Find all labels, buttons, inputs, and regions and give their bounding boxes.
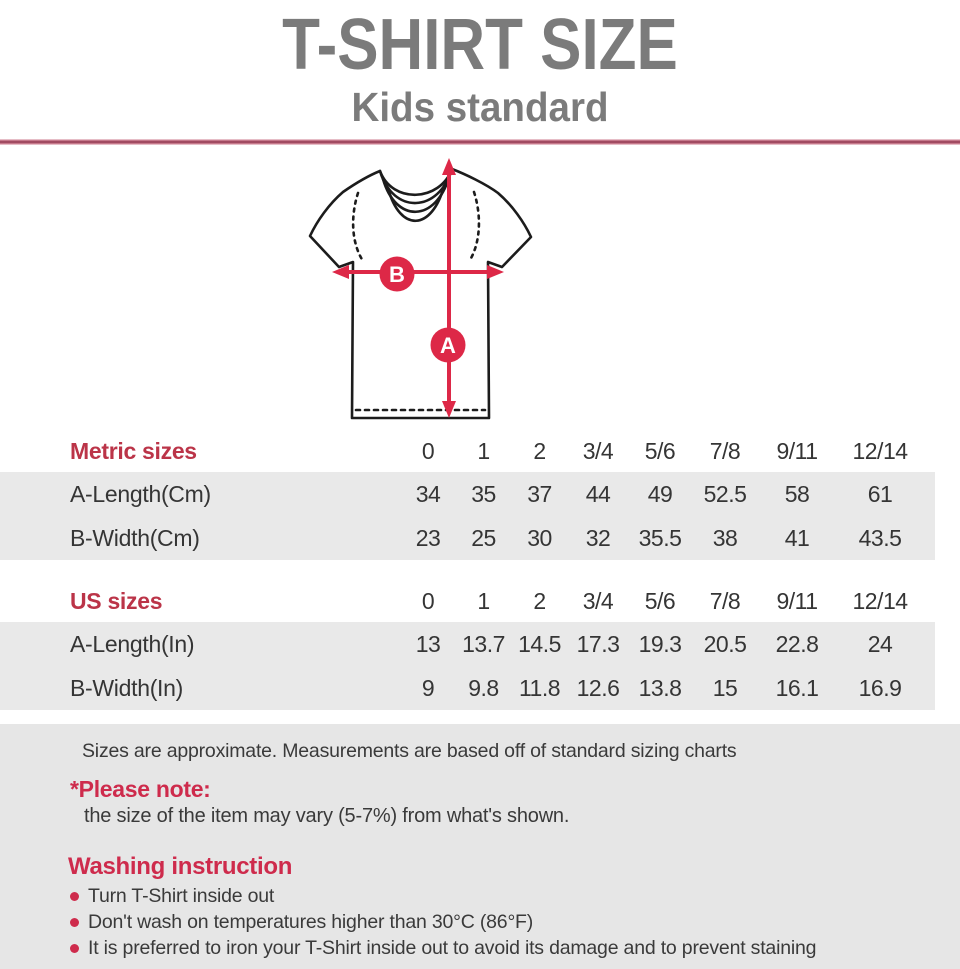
table-cell: 22.8: [775, 630, 819, 657]
washing-instruction-heading: Washing instruction: [68, 853, 293, 880]
washing-item: It is preferred to iron your T-Shirt ins…: [70, 938, 960, 959]
column-header: 1: [477, 437, 490, 464]
table-cell: 25: [471, 524, 496, 551]
table-cell: 35: [471, 480, 496, 507]
table-row-length-in: A-Length(In) 13 13.7 14.5 17.3 19.3 20.5…: [0, 622, 935, 666]
page-subtitle: Kids standard: [351, 83, 609, 130]
table-cell: 34: [415, 480, 441, 507]
table-cell: 14.5: [518, 630, 561, 657]
row-label: A-Length(In): [70, 630, 195, 657]
table-cell: 13: [415, 630, 441, 657]
table-row-length-cm: A-Length(Cm) 34 35 37 44 49 52.5 58 61: [0, 472, 935, 516]
washing-item-text: Turn T-Shirt inside out: [88, 885, 275, 907]
please-note-heading: *Please note:: [70, 776, 211, 802]
arrow-down-icon: [442, 401, 456, 418]
arrow-up-icon: [442, 158, 456, 175]
table-cell: 49: [647, 480, 673, 507]
please-note-text: the size of the item may vary (5-7%) fro…: [84, 805, 570, 827]
column-header: 5/6: [644, 587, 676, 614]
washing-item-text: Don't wash on temperatures higher than 3…: [88, 911, 534, 933]
table-cell: 43.5: [858, 524, 902, 551]
page-header: T-SHIRT SIZE Kids standard: [0, 5, 960, 131]
table-row-width-cm: B-Width(Cm) 23 25 30 32 35.5 38 41 43.5: [0, 516, 935, 560]
table-cell: 15: [712, 674, 738, 701]
page-title: T-SHIRT SIZE: [282, 5, 678, 85]
row-label: B-Width(In): [70, 674, 183, 701]
table-cell: 17.3: [576, 630, 620, 657]
table-row-metric-header: Metric sizes 0 1 2 3/4 5/6 7/8 9/11 12/1…: [0, 430, 935, 472]
column-header: 12/14: [852, 587, 908, 614]
approx-note: Sizes are approximate. Measurements are …: [82, 740, 737, 762]
table-cell: 13.7: [462, 630, 505, 657]
table-cell: 32: [585, 524, 611, 551]
column-header: 12/14: [852, 437, 908, 464]
tshirt-measurement-diagram: B A: [308, 158, 533, 420]
tshirt-outline: [308, 167, 533, 420]
column-header: 3/4: [582, 587, 614, 614]
column-header: 2: [533, 437, 546, 464]
notes-section: Sizes are approximate. Measurements are …: [0, 724, 960, 969]
washing-item-text: It is preferred to iron your T-Shirt ins…: [88, 937, 817, 959]
table-cell: 41: [784, 524, 810, 551]
table-cell: 23: [415, 524, 441, 551]
table-cell: 37: [527, 480, 552, 507]
section-header-metric: Metric sizes: [70, 437, 197, 464]
table-cell: 44: [585, 480, 611, 507]
column-header: 7/8: [709, 437, 741, 464]
table-cell: 58: [784, 480, 810, 507]
washing-item: Don't wash on temperatures higher than 3…: [70, 912, 960, 933]
column-header: 2: [533, 587, 546, 614]
bullet-icon: [70, 944, 79, 953]
right-sleeve-seam: [468, 190, 481, 262]
table-cell: 13.8: [638, 674, 682, 701]
length-label-badge: [430, 327, 466, 363]
table-cell: 35.5: [638, 524, 682, 551]
bullet-icon: [70, 892, 79, 901]
column-header: 0: [421, 437, 435, 464]
width-label: B: [389, 262, 405, 287]
table-cell: 19.3: [638, 630, 682, 657]
table-cell: 11.8: [518, 674, 561, 701]
washing-item: Turn T-Shirt inside out: [70, 886, 960, 907]
section-header-us: US sizes: [70, 587, 163, 614]
left-sleeve-seam: [351, 191, 365, 263]
width-label-badge: [379, 256, 415, 292]
arrow-left-icon: [332, 265, 349, 279]
table-cell: 52.5: [703, 480, 747, 507]
column-header: 1: [477, 587, 490, 614]
table-row-us-header: US sizes 0 1 2 3/4 5/6 7/8 9/11 12/14: [0, 580, 935, 622]
column-header: 9/11: [776, 437, 818, 464]
column-header: 0: [421, 587, 435, 614]
table-cell: 9: [421, 674, 435, 701]
table-cell: 30: [527, 524, 552, 551]
collar-rib-3: [386, 184, 446, 223]
table-cell: 24: [867, 630, 893, 657]
section-spacer: [0, 560, 960, 580]
table-cell: 16.1: [775, 674, 819, 701]
table-cell: 16.9: [858, 674, 902, 701]
column-header: 7/8: [709, 587, 741, 614]
length-label: A: [440, 333, 456, 358]
red-divider-line: [0, 139, 960, 145]
table-row-width-in: B-Width(In) 9 9.8 11.8 12.6 13.8 15 16.1…: [0, 666, 935, 710]
table-cell: 9.8: [468, 674, 499, 701]
bullet-icon: [70, 918, 79, 927]
table-cell: 12.6: [576, 674, 620, 701]
size-table: Metric sizes 0 1 2 3/4 5/6 7/8 9/11 12/1…: [0, 430, 960, 710]
column-header: 3/4: [582, 437, 614, 464]
column-header: 9/11: [776, 587, 818, 614]
table-cell: 61: [867, 480, 893, 507]
column-header: 5/6: [644, 437, 676, 464]
row-label: B-Width(Cm): [70, 524, 200, 551]
table-cell: 38: [712, 524, 738, 551]
arrow-right-icon: [487, 265, 504, 279]
row-label: A-Length(Cm): [70, 480, 211, 507]
table-cell: 20.5: [703, 630, 747, 657]
